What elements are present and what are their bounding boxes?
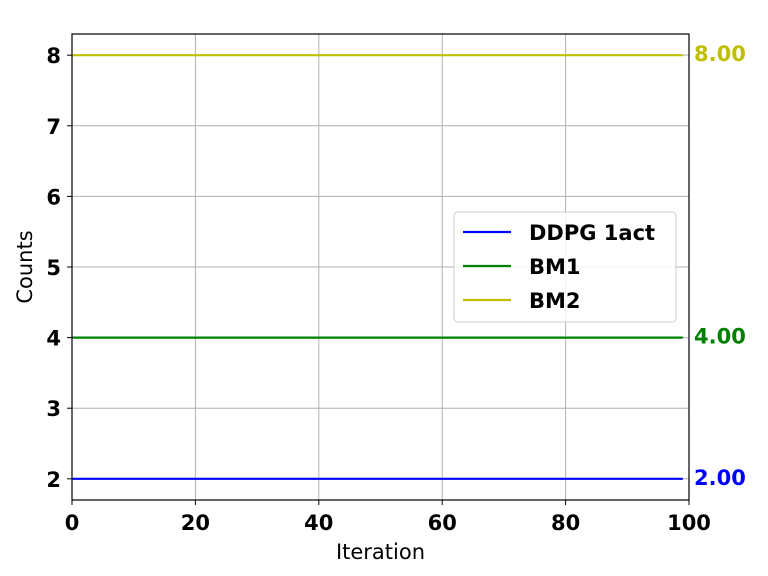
x-axis: 0 20 40 60 80 100 — [65, 500, 711, 535]
x-tick-label: 0 — [65, 511, 80, 535]
series-lines — [72, 54, 683, 480]
legend: DDPG 1act BM1 BM2 — [453, 211, 677, 323]
x-tick-label: 20 — [181, 511, 210, 535]
y-axis-title: Counts — [13, 230, 37, 303]
legend-box — [453, 211, 677, 323]
x-tick-label: 60 — [428, 511, 457, 535]
y-tick-label: 6 — [46, 185, 61, 209]
legend-label: BM1 — [529, 255, 581, 279]
line-end-label: 8.00 — [694, 42, 746, 66]
y-axis: 2 3 4 5 6 7 8 — [46, 44, 72, 492]
y-tick-label: 2 — [46, 468, 61, 492]
x-tick-label: 100 — [667, 511, 711, 535]
y-tick-label: 8 — [46, 44, 61, 68]
line-end-label: 4.00 — [694, 325, 746, 349]
y-tick-label: 4 — [46, 327, 61, 351]
x-axis-title: Iteration — [336, 540, 425, 564]
x-tick-label: 40 — [304, 511, 333, 535]
line-end-labels: 2.00 4.00 8.00 — [694, 42, 746, 490]
legend-label: DDPG 1act — [529, 221, 655, 245]
y-tick-label: 7 — [46, 115, 61, 139]
legend-label: BM2 — [529, 289, 581, 313]
y-tick-label: 3 — [46, 397, 61, 421]
line-end-label: 2.00 — [694, 466, 746, 490]
y-tick-label: 5 — [46, 256, 61, 280]
x-tick-label: 80 — [551, 511, 580, 535]
